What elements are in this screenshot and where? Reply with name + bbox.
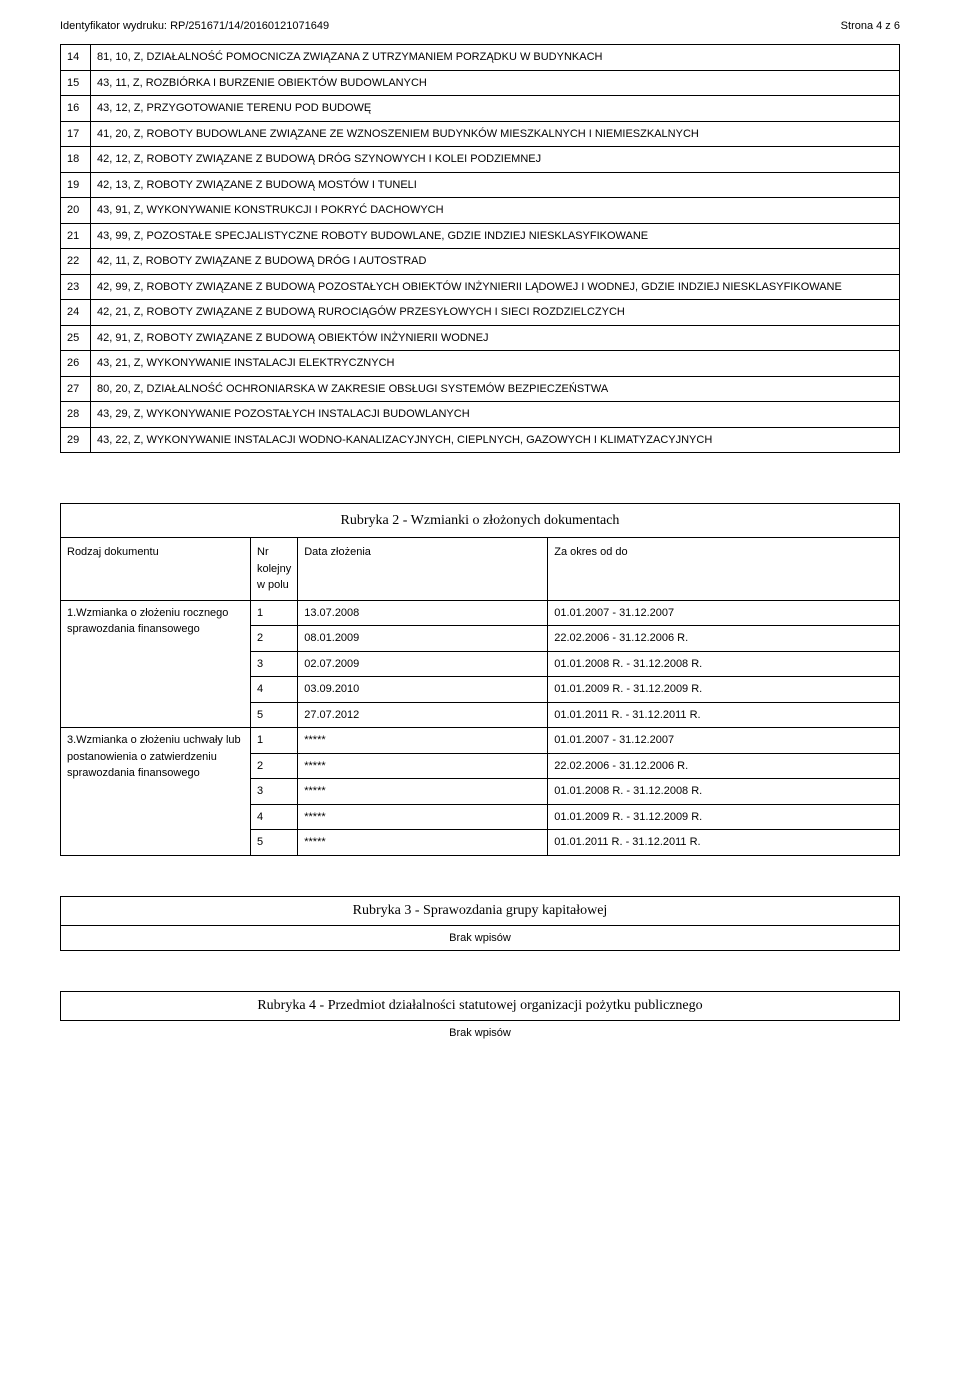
activity-text: 42, 12, Z, ROBOTY ZWIĄZANE Z BUDOWĄ DRÓG… bbox=[91, 147, 900, 173]
table-row: 2843, 29, Z, WYKONYWANIE POZOSTAŁYCH INS… bbox=[61, 402, 900, 428]
activity-text: 42, 21, Z, ROBOTY ZWIĄZANE Z BUDOWĄ RURO… bbox=[91, 300, 900, 326]
submission-date: ***** bbox=[298, 728, 548, 754]
activity-text: 42, 99, Z, ROBOTY ZWIĄZANE Z BUDOWĄ POZO… bbox=[91, 274, 900, 300]
col-doc: Rodzaj dokumentu bbox=[61, 538, 251, 601]
activity-number: 16 bbox=[61, 96, 91, 122]
seq-number: 1 bbox=[251, 600, 298, 626]
period: 22.02.2006 - 31.12.2006 R. bbox=[548, 753, 900, 779]
activity-number: 21 bbox=[61, 223, 91, 249]
activity-text: 41, 20, Z, ROBOTY BUDOWLANE ZWIĄZANE ZE … bbox=[91, 121, 900, 147]
activity-number: 25 bbox=[61, 325, 91, 351]
doc-type: 1.Wzmianka o złożeniu rocznego sprawozda… bbox=[61, 600, 251, 728]
seq-number: 4 bbox=[251, 677, 298, 703]
activity-number: 17 bbox=[61, 121, 91, 147]
table-row: 1543, 11, Z, ROZBIÓRKA I BURZENIE OBIEKT… bbox=[61, 70, 900, 96]
table-row: 2242, 11, Z, ROBOTY ZWIĄZANE Z BUDOWĄ DR… bbox=[61, 249, 900, 275]
submission-date: 13.07.2008 bbox=[298, 600, 548, 626]
activity-number: 26 bbox=[61, 351, 91, 377]
period: 01.01.2007 - 31.12.2007 bbox=[548, 728, 900, 754]
table-row: 2342, 99, Z, ROBOTY ZWIĄZANE Z BUDOWĄ PO… bbox=[61, 274, 900, 300]
seq-number: 2 bbox=[251, 753, 298, 779]
submission-date: ***** bbox=[298, 779, 548, 805]
table-row: 2542, 91, Z, ROBOTY ZWIĄZANE Z BUDOWĄ OB… bbox=[61, 325, 900, 351]
seq-number: 3 bbox=[251, 779, 298, 805]
period: 01.01.2008 R. - 31.12.2008 R. bbox=[548, 779, 900, 805]
rubryka4-section: Rubryka 4 - Przedmiot działalności statu… bbox=[60, 991, 900, 1039]
activity-text: 43, 12, Z, PRZYGOTOWANIE TERENU POD BUDO… bbox=[91, 96, 900, 122]
print-id-value: RP/251671/14/20160121071649 bbox=[170, 20, 329, 32]
doc-type: 3.Wzmianka o złożeniu uchwały lub postan… bbox=[61, 728, 251, 856]
activity-text: 43, 11, Z, ROZBIÓRKA I BURZENIE OBIEKTÓW… bbox=[91, 70, 900, 96]
activity-text: 43, 29, Z, WYKONYWANIE POZOSTAŁYCH INSTA… bbox=[91, 402, 900, 428]
activity-text: 42, 91, Z, ROBOTY ZWIĄZANE Z BUDOWĄ OBIE… bbox=[91, 325, 900, 351]
activity-number: 29 bbox=[61, 427, 91, 453]
activities-table: 1481, 10, Z, DZIAŁALNOŚĆ POMOCNICZA ZWIĄ… bbox=[60, 44, 900, 453]
table-row: 2043, 91, Z, WYKONYWANIE KONSTRUKCJI I P… bbox=[61, 198, 900, 224]
seq-number: 4 bbox=[251, 804, 298, 830]
col-nr: Nr kolejny w polu bbox=[251, 538, 298, 601]
activity-number: 28 bbox=[61, 402, 91, 428]
activity-text: 80, 20, Z, DZIAŁALNOŚĆ OCHRONIARSKA W ZA… bbox=[91, 376, 900, 402]
activity-text: 81, 10, Z, DZIAŁALNOŚĆ POMOCNICZA ZWIĄZA… bbox=[91, 45, 900, 71]
period: 01.01.2009 R. - 31.12.2009 R. bbox=[548, 804, 900, 830]
period: 01.01.2009 R. - 31.12.2009 R. bbox=[548, 677, 900, 703]
page-number: Strona 4 z 6 bbox=[841, 20, 900, 32]
col-date: Data złożenia bbox=[298, 538, 548, 601]
activity-text: 43, 99, Z, POZOSTAŁE SPECJALISTYCZNE ROB… bbox=[91, 223, 900, 249]
activity-number: 23 bbox=[61, 274, 91, 300]
period: 22.02.2006 - 31.12.2006 R. bbox=[548, 626, 900, 652]
activity-number: 14 bbox=[61, 45, 91, 71]
table-row: 1481, 10, Z, DZIAŁALNOŚĆ POMOCNICZA ZWIĄ… bbox=[61, 45, 900, 71]
activity-number: 19 bbox=[61, 172, 91, 198]
period: 01.01.2007 - 31.12.2007 bbox=[548, 600, 900, 626]
rubryka4-title: Rubryka 4 - Przedmiot działalności statu… bbox=[61, 992, 899, 1020]
period: 01.01.2011 R. - 31.12.2011 R. bbox=[548, 702, 900, 728]
table-row: 3.Wzmianka o złożeniu uchwały lub postan… bbox=[61, 728, 900, 754]
activity-number: 15 bbox=[61, 70, 91, 96]
seq-number: 1 bbox=[251, 728, 298, 754]
activity-text: 42, 13, Z, ROBOTY ZWIĄZANE Z BUDOWĄ MOST… bbox=[91, 172, 900, 198]
submission-date: ***** bbox=[298, 830, 548, 856]
rubryka3-section: Rubryka 3 - Sprawozdania grupy kapitałow… bbox=[60, 896, 900, 951]
col-period: Za okres od do bbox=[548, 538, 900, 601]
table-row: 2780, 20, Z, DZIAŁALNOŚĆ OCHRONIARSKA W … bbox=[61, 376, 900, 402]
page-header: Identyfikator wydruku: RP/251671/14/2016… bbox=[60, 20, 900, 32]
period: 01.01.2011 R. - 31.12.2011 R. bbox=[548, 830, 900, 856]
rubryka3-title: Rubryka 3 - Sprawozdania grupy kapitałow… bbox=[61, 897, 899, 926]
activity-number: 24 bbox=[61, 300, 91, 326]
rubryka2-table: Rubryka 2 - Wzmianki o złożonych dokumen… bbox=[60, 503, 900, 856]
rubryka4-empty: Brak wpisów bbox=[60, 1027, 900, 1039]
seq-number: 2 bbox=[251, 626, 298, 652]
activity-number: 27 bbox=[61, 376, 91, 402]
table-row: 1842, 12, Z, ROBOTY ZWIĄZANE Z BUDOWĄ DR… bbox=[61, 147, 900, 173]
period: 01.01.2008 R. - 31.12.2008 R. bbox=[548, 651, 900, 677]
submission-date: 02.07.2009 bbox=[298, 651, 548, 677]
activity-text: 42, 11, Z, ROBOTY ZWIĄZANE Z BUDOWĄ DRÓG… bbox=[91, 249, 900, 275]
activity-number: 18 bbox=[61, 147, 91, 173]
submission-date: 03.09.2010 bbox=[298, 677, 548, 703]
submission-date: 27.07.2012 bbox=[298, 702, 548, 728]
activity-number: 22 bbox=[61, 249, 91, 275]
table-row: 1741, 20, Z, ROBOTY BUDOWLANE ZWIĄZANE Z… bbox=[61, 121, 900, 147]
table-row: 2643, 21, Z, WYKONYWANIE INSTALACJI ELEK… bbox=[61, 351, 900, 377]
seq-number: 5 bbox=[251, 702, 298, 728]
rubryka2-title: Rubryka 2 - Wzmianki o złożonych dokumen… bbox=[61, 504, 900, 538]
print-id-label: Identyfikator wydruku: bbox=[60, 20, 167, 32]
table-row: 2143, 99, Z, POZOSTAŁE SPECJALISTYCZNE R… bbox=[61, 223, 900, 249]
seq-number: 3 bbox=[251, 651, 298, 677]
activity-text: 43, 21, Z, WYKONYWANIE INSTALACJI ELEKTR… bbox=[91, 351, 900, 377]
submission-date: 08.01.2009 bbox=[298, 626, 548, 652]
seq-number: 5 bbox=[251, 830, 298, 856]
table-row: 2442, 21, Z, ROBOTY ZWIĄZANE Z BUDOWĄ RU… bbox=[61, 300, 900, 326]
submission-date: ***** bbox=[298, 804, 548, 830]
table-row: 1.Wzmianka o złożeniu rocznego sprawozda… bbox=[61, 600, 900, 626]
activity-number: 20 bbox=[61, 198, 91, 224]
submission-date: ***** bbox=[298, 753, 548, 779]
table-row: 2943, 22, Z, WYKONYWANIE INSTALACJI WODN… bbox=[61, 427, 900, 453]
activity-text: 43, 22, Z, WYKONYWANIE INSTALACJI WODNO-… bbox=[91, 427, 900, 453]
table-row: 1942, 13, Z, ROBOTY ZWIĄZANE Z BUDOWĄ MO… bbox=[61, 172, 900, 198]
table-row: 1643, 12, Z, PRZYGOTOWANIE TERENU POD BU… bbox=[61, 96, 900, 122]
activity-text: 43, 91, Z, WYKONYWANIE KONSTRUKCJI I POK… bbox=[91, 198, 900, 224]
rubryka3-empty: Brak wpisów bbox=[61, 926, 899, 950]
